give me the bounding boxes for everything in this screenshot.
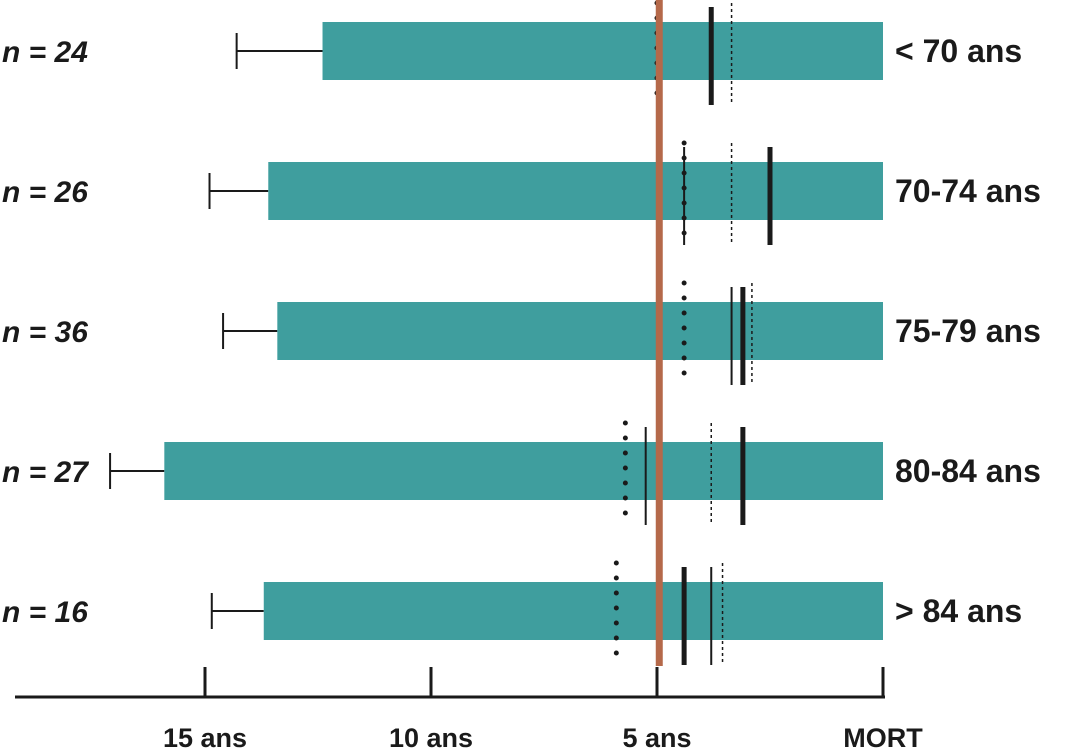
x-axis: 15 ans 10 ans 5 ans MORT — [15, 667, 923, 753]
row-3: n = 27 80-84 ans — [2, 420, 1041, 528]
row-0: n = 24 < 70 ans — [2, 0, 1022, 108]
bar — [322, 22, 883, 80]
group-label: 75-79 ans — [895, 313, 1041, 349]
n-label: n = 36 — [2, 316, 88, 349]
x-tick-label: 15 ans — [163, 723, 247, 753]
chart-rows: n = 24 < 70 ans n = 26 70-74 ans n = 36 75-79… — [2, 0, 1041, 668]
row-2: n = 36 75-79 ans — [2, 280, 1041, 388]
n-label: n = 27 — [2, 456, 89, 489]
bar — [268, 162, 883, 220]
group-label: < 70 ans — [895, 33, 1022, 69]
bar — [164, 442, 883, 500]
row-1: n = 26 70-74 ans — [2, 140, 1041, 248]
n-label: n = 24 — [2, 36, 88, 69]
group-label: 80-84 ans — [895, 453, 1041, 489]
row-4: n = 16 > 84 ans — [2, 560, 1022, 668]
group-label: > 84 ans — [895, 593, 1022, 629]
x-tick-label: 5 ans — [622, 723, 691, 753]
x-tick-label: MORT — [843, 723, 923, 753]
x-tick-label: 10 ans — [389, 723, 473, 753]
n-label: n = 16 — [2, 596, 88, 629]
group-label: 70-74 ans — [895, 173, 1041, 209]
bar — [263, 582, 883, 640]
n-label: n = 26 — [2, 176, 88, 209]
bar — [277, 302, 883, 360]
